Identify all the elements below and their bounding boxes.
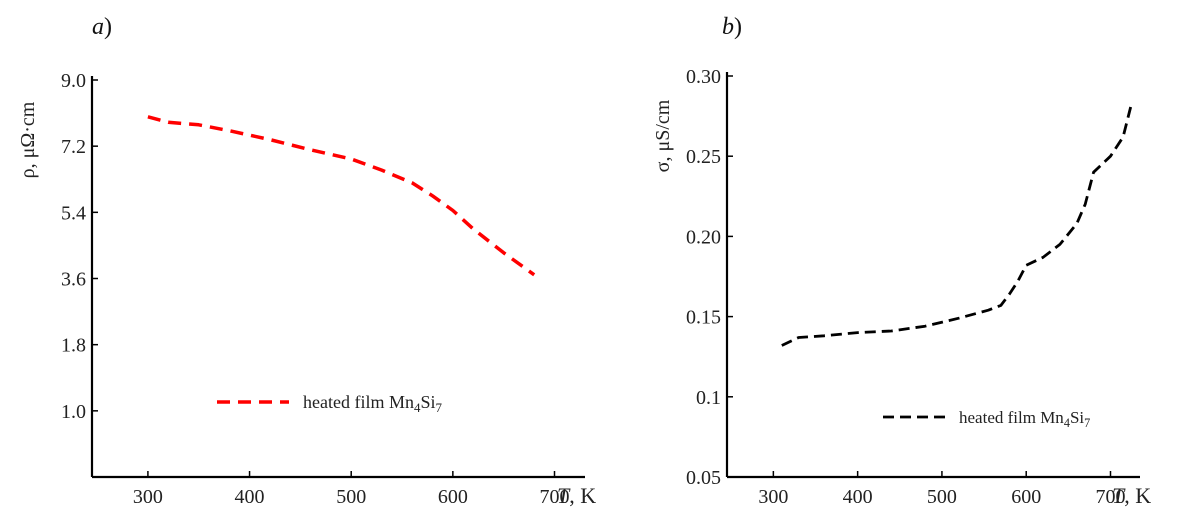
- y-tick-label: 0.20: [686, 226, 721, 248]
- panel-label-a: a): [92, 14, 112, 41]
- x-tick-label: 500: [336, 486, 366, 508]
- x-tick-label: 600: [438, 486, 468, 508]
- series-line: [781, 102, 1133, 347]
- y-tick-label: 1.0: [61, 401, 86, 423]
- series-line: [147, 115, 536, 277]
- x-axis-label: T, K: [1112, 483, 1151, 508]
- y-tick-label: 9.0: [61, 70, 86, 92]
- x-tick-label: 700: [1096, 486, 1126, 508]
- y-tick-label: 3.6: [61, 269, 86, 291]
- panel-paren-b: ): [734, 14, 742, 40]
- panel-letter-a: a: [92, 14, 104, 40]
- panel-letter-b: b: [722, 14, 734, 40]
- x-tick-label: 300: [133, 486, 163, 508]
- y-tick-label: 0.05: [686, 467, 721, 489]
- y-axis-label: ρ, μΩ·cm: [17, 101, 39, 178]
- x-tick-label: 400: [843, 486, 873, 508]
- x-axis-label: T, K: [557, 483, 596, 508]
- x-tick-label: 700: [540, 486, 570, 508]
- x-tick-label: 500: [927, 486, 957, 508]
- legend-label: heated film Mn4Si7: [959, 408, 1090, 430]
- y-tick-label: 5.4: [61, 202, 86, 224]
- y-tick-label: 0.1: [696, 387, 721, 409]
- y-tick-label: 0.15: [686, 307, 721, 329]
- panel-paren-a: ): [104, 14, 112, 40]
- x-tick-label: 400: [235, 486, 265, 508]
- panel-label-b: b): [722, 14, 742, 41]
- y-tick-label: 0.30: [686, 66, 721, 88]
- y-tick-label: 7.2: [61, 136, 86, 158]
- y-axis-label: σ, μS/cm: [652, 99, 674, 172]
- y-tick-label: 0.25: [686, 146, 721, 168]
- x-tick-label: 300: [758, 486, 788, 508]
- y-tick-label: 1.8: [61, 335, 86, 357]
- legend-label: heated film Mn4Si7: [303, 392, 442, 415]
- x-tick-label: 600: [1011, 486, 1041, 508]
